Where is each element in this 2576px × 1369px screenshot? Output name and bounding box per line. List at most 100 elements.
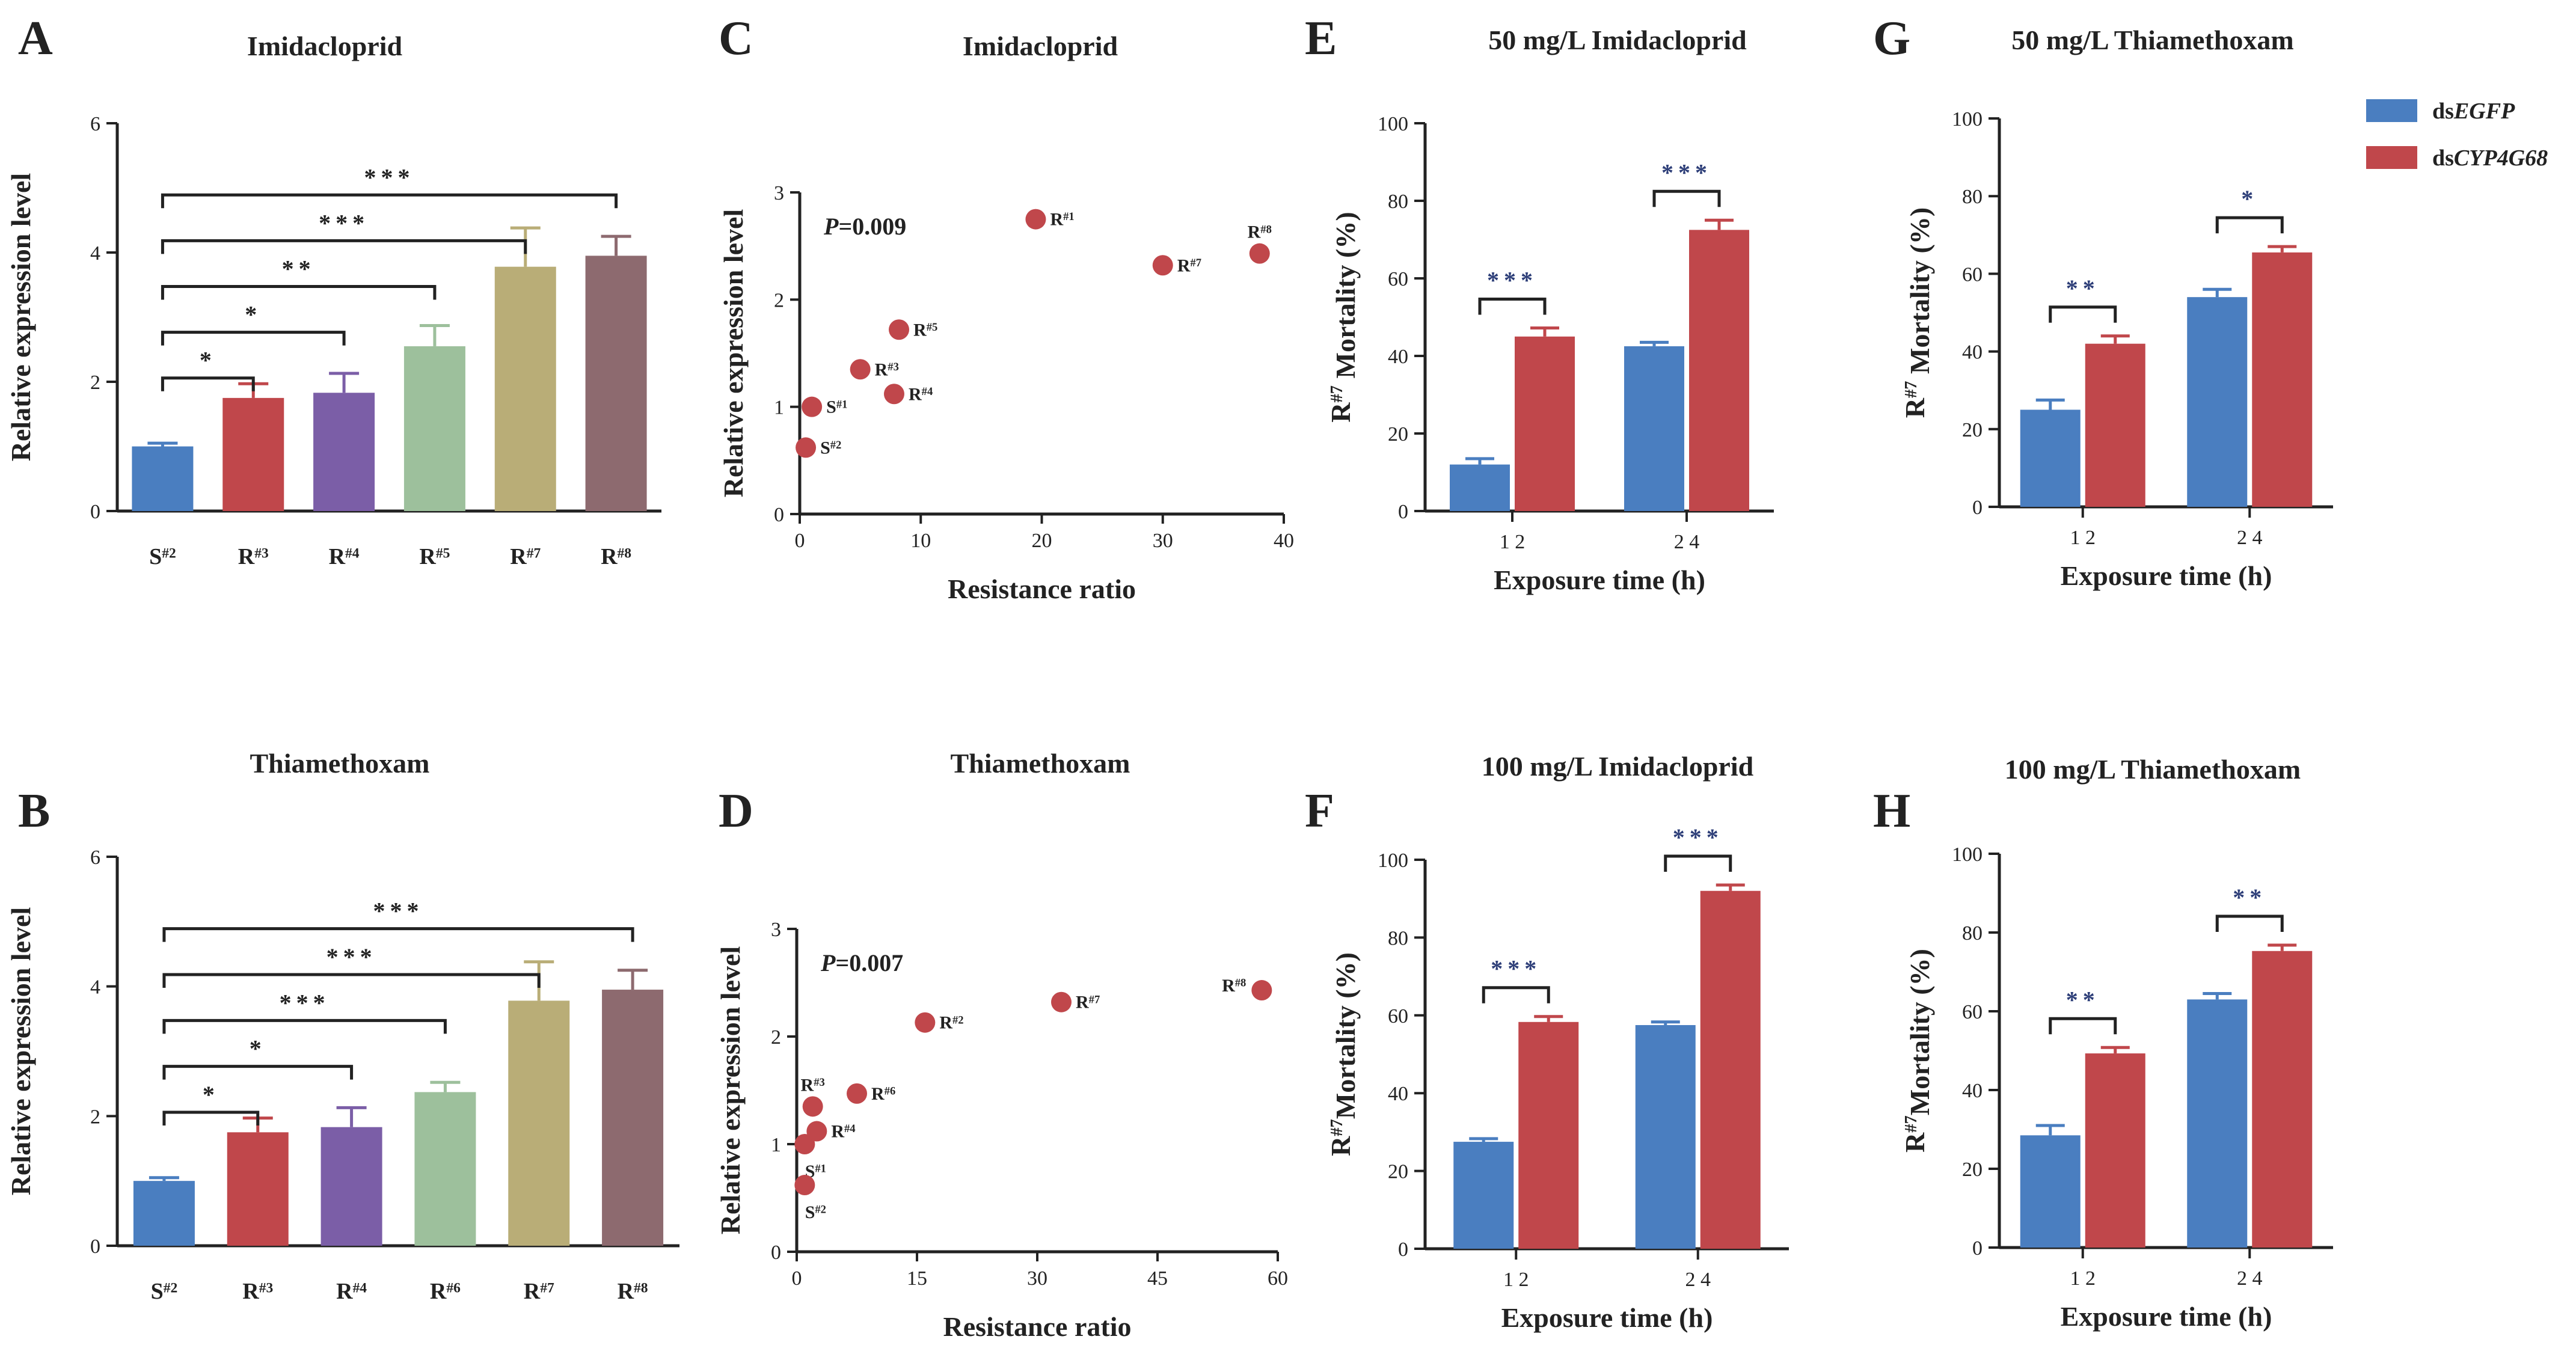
y-tick-label: 80 [1962, 186, 1983, 208]
bar [2020, 409, 2081, 507]
y-tick-label: 2 [771, 1026, 781, 1049]
y-tick-label: 4 [90, 242, 100, 265]
x-tick-label: 1 2 [2070, 527, 2096, 549]
significance-label: *** [319, 209, 369, 236]
scatter-point [796, 437, 817, 458]
point-label: R#7 [1076, 993, 1100, 1012]
y-tick-label: 40 [1962, 341, 1983, 364]
bar [2187, 999, 2248, 1248]
significance-label: *** [373, 898, 424, 925]
x-axis-label: Exposure time (h) [2061, 1301, 2272, 1332]
panel-letter: F [1305, 785, 1334, 838]
x-tick-label: R#7 [510, 544, 541, 569]
chart-title: 50 mg/L Imidacloprid [1488, 25, 1747, 55]
legend-label: dsCYP4G68 [2432, 145, 2548, 171]
scatter-point [1025, 209, 1046, 230]
scatter-point [850, 359, 871, 380]
y-tick-label: 100 [1952, 844, 1983, 866]
y-tick-label: 0 [774, 504, 784, 526]
x-axis-label: Exposure time (h) [1494, 565, 1705, 595]
bar [414, 1092, 476, 1246]
x-tick-label: 2 4 [2237, 1267, 2263, 1290]
x-tick-label: R#8 [618, 1279, 648, 1304]
y-tick-label: 2 [774, 289, 784, 311]
bar [585, 256, 647, 511]
panel-letter: G [1873, 12, 1910, 65]
x-tick-label: 2 4 [1685, 1269, 1711, 1291]
x-tick-label: S#2 [149, 544, 176, 569]
x-tick-label: 40 [1274, 530, 1294, 552]
scatter-point [794, 1134, 815, 1154]
y-tick-label: 6 [90, 113, 100, 135]
y-tick-label: 20 [1388, 423, 1408, 446]
bar [313, 393, 375, 511]
scatter-point [915, 1012, 936, 1033]
panel-h: H 100 mg/L Thiamethoxam 0 20 40 60 80 100 R#7Mor… [1873, 754, 2333, 1332]
bar [1518, 1021, 1579, 1249]
y-tick-label: 0 [1398, 501, 1408, 523]
x-tick-label: 2 4 [2237, 527, 2263, 549]
significance-label: *** [1491, 955, 1541, 982]
bar [2020, 1135, 2081, 1248]
panel-e: E 50 mg/L Imidacloprid 0 20 40 60 80 100 R#7 Mor… [1305, 12, 1774, 595]
scatter-point [806, 1121, 827, 1142]
point-label: R#6 [871, 1084, 895, 1104]
y-tick-label: 60 [1388, 268, 1408, 290]
y-tick-label: 60 [1962, 263, 1983, 286]
x-tick-label: 1 2 [1500, 531, 1526, 553]
bar [1624, 346, 1684, 511]
y-tick-label: 60 [1388, 1005, 1408, 1028]
significance-bracket [162, 927, 634, 942]
significance-bracket [2215, 914, 2284, 932]
x-tick-label: R#7 [524, 1279, 554, 1304]
panel-letter: B [18, 785, 50, 838]
significance-label: *** [280, 989, 330, 1016]
point-label: R#7 [1177, 256, 1201, 275]
p-value-label: P=0.007 [820, 949, 903, 976]
y-tick-label: 0 [1398, 1239, 1408, 1261]
x-axis-label: Resistance ratio [948, 574, 1136, 604]
bar [222, 397, 284, 511]
y-tick-label: 100 [1378, 850, 1408, 872]
bar [2252, 951, 2313, 1248]
legend-swatch [2366, 99, 2417, 122]
y-tick-label: 80 [1962, 922, 1983, 945]
y-tick-label: 80 [1388, 927, 1408, 949]
y-tick-label: 20 [1962, 419, 1983, 441]
significance-bracket [2049, 305, 2117, 323]
significance-label: * [200, 347, 216, 374]
y-tick-label: 1 [771, 1134, 781, 1156]
point-label: R#1 [1050, 210, 1074, 230]
x-tick-label: R#4 [336, 1279, 367, 1304]
x-tick-label: 10 [910, 530, 931, 552]
significance-bracket [161, 376, 255, 391]
y-tick-label: 2 [90, 372, 100, 394]
point-label: S#1 [826, 397, 847, 417]
panel-letter: D [719, 785, 753, 838]
y-axis-label: Relative expression level [718, 209, 749, 498]
bar [494, 266, 556, 511]
x-tick-label: 60 [1268, 1267, 1288, 1290]
y-tick-label: 3 [774, 182, 784, 204]
x-tick-label: S#2 [151, 1279, 178, 1304]
scatter-point [889, 319, 910, 340]
bar [508, 1000, 570, 1246]
y-tick-label: 40 [1388, 1083, 1408, 1105]
chart-title: Thiamethoxam [951, 748, 1130, 779]
significance-bracket [162, 1065, 354, 1080]
significance-label: ** [2233, 884, 2266, 911]
significance-bracket [1482, 986, 1550, 1003]
y-tick-label: 20 [1962, 1159, 1983, 1181]
y-tick-label: 100 [1952, 108, 1983, 130]
significance-label: *** [327, 943, 377, 970]
bar [2085, 1053, 2145, 1248]
x-axis-label: Resistance ratio [943, 1311, 1132, 1342]
y-tick-label: 0 [1972, 1237, 1983, 1260]
significance-bracket [2215, 216, 2284, 234]
y-tick-label: 60 [1962, 1001, 1983, 1023]
x-axis-label: Exposure time (h) [1501, 1302, 1713, 1333]
bar [1453, 1142, 1514, 1249]
significance-label: *** [364, 164, 415, 191]
y-axis-label: Relative expression level [715, 946, 746, 1235]
significance-bracket [2049, 1017, 2117, 1035]
